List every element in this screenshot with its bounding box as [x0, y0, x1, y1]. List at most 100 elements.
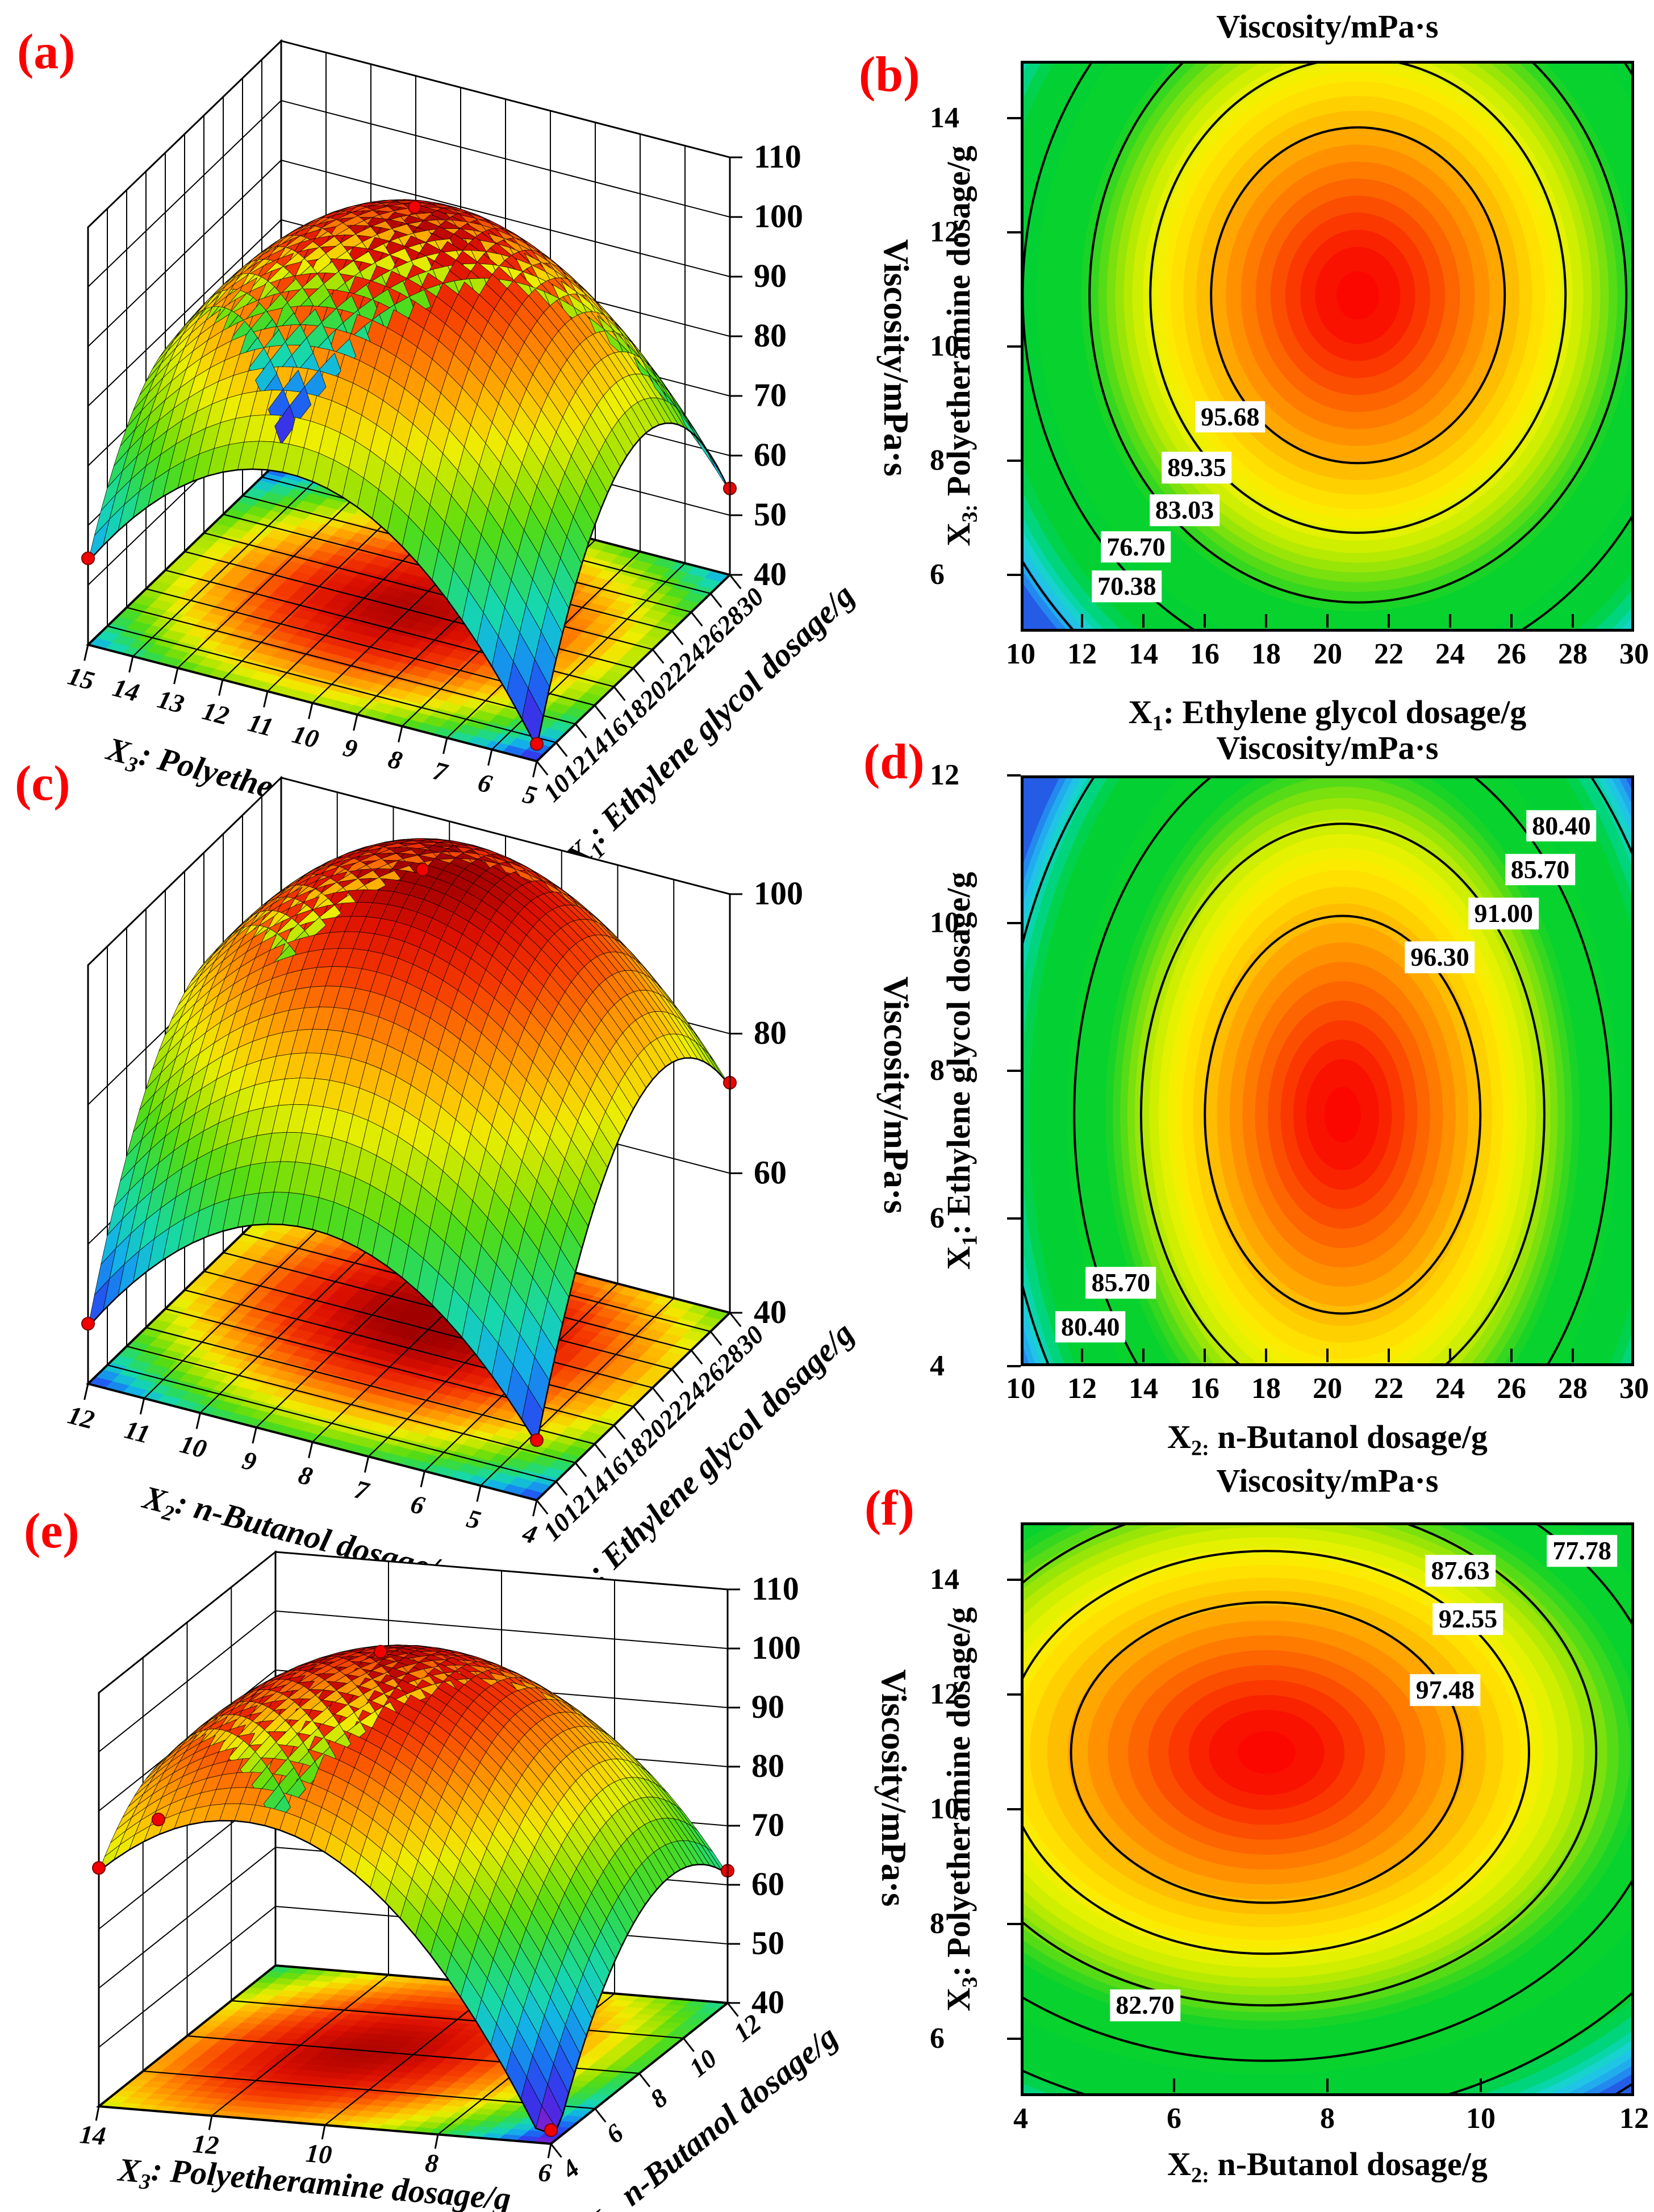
x-tick	[1510, 1349, 1513, 1362]
xlabel-var: X	[1128, 694, 1152, 731]
panel-label-d: (d)	[863, 734, 925, 790]
y-tick	[1007, 922, 1021, 924]
y-tick-label: 12	[930, 1678, 959, 1710]
xlabel-rest: : Ethylene glycol dosage/g	[1163, 694, 1527, 731]
z-axis-tick-label: 100	[754, 198, 803, 235]
left-axis-tick-label: 12	[199, 696, 232, 731]
x-tick-label: 30	[1619, 1372, 1649, 1405]
z-axis-tick-label: 70	[754, 377, 787, 414]
xlabel-rest: n-Butanol dosage/g	[1209, 2146, 1488, 2182]
x-tick	[1480, 2079, 1482, 2092]
x-tick	[1572, 614, 1574, 628]
panel-label-c: (c)	[15, 756, 70, 811]
x-tick-label: 4	[1013, 2102, 1028, 2135]
x-tick	[1326, 1349, 1329, 1362]
z-axis-tick-label: 50	[751, 1925, 784, 1961]
y-tick-label: 6	[930, 558, 945, 591]
y-tick	[1007, 573, 1021, 576]
y-tick	[1007, 1217, 1021, 1220]
left-axis-tick-label: 14	[78, 2119, 107, 2151]
surface-marker-dot	[92, 1861, 106, 1875]
x-tick	[1510, 614, 1513, 628]
x-tick-label: 8	[1320, 2102, 1335, 2135]
contour-value-label: 91.00	[1468, 898, 1539, 929]
panel-d-xlabel: X2: n-Butanol dosage/g	[1021, 1419, 1634, 1459]
contour-value-label: 96.30	[1405, 941, 1475, 974]
x-tick-label: 26	[1497, 1372, 1526, 1405]
right-axis-tick-label: 6	[600, 2118, 629, 2149]
z-axis-tick-label: 90	[751, 1688, 784, 1725]
contour-value-label: 87.63	[1425, 1555, 1496, 1587]
x-tick	[1265, 614, 1267, 628]
surface-marker-dot	[530, 1433, 544, 1447]
contour-value-label: 89.35	[1162, 452, 1232, 484]
panel-f-title: Viscosity/mPa·s	[1216, 1462, 1439, 1499]
x-tick-label: 10	[1466, 2102, 1496, 2135]
x-tick	[1081, 614, 1083, 628]
x-tick	[1388, 614, 1390, 628]
z-axis-tick-label: 110	[754, 138, 801, 175]
x-tick-label: 28	[1558, 1372, 1588, 1405]
z-axis-tick-label: 60	[754, 436, 787, 473]
panel-b-title: Viscosity/mPa·s	[1216, 8, 1439, 45]
panel-b-xlabel: X1: Ethylene glycol dosage/g	[1021, 694, 1634, 734]
x-tick-label: 14	[1129, 1372, 1158, 1405]
x-tick	[1326, 2079, 1329, 2092]
x-tick-label: 24	[1435, 638, 1465, 670]
y-tick	[1007, 2038, 1021, 2040]
y-tick-label: 10	[930, 907, 959, 939]
contour-value-label: 82.70	[1110, 1989, 1180, 2021]
y-tick-label: 6	[930, 2022, 945, 2055]
right-axis-tick-label: 10	[684, 2044, 722, 2083]
contour-plot-f: 77.78 87.63 92.55 97.48 82.70	[1021, 1522, 1634, 2096]
panel-f-xlabel: X2: n-Butanol dosage/g	[1021, 2146, 1634, 2186]
x-tick	[1173, 2079, 1175, 2092]
left-axis-tick-label: 9	[240, 1445, 260, 1476]
z-axis-label: Viscosity/mPa·s	[876, 239, 915, 477]
surface-marker-dot	[81, 1317, 95, 1331]
z-axis-tick-label: 80	[751, 1747, 784, 1784]
xlabel-sub: 2:	[1191, 1436, 1209, 1460]
contour-value-label: 80.40	[1055, 1310, 1126, 1343]
surface-plot-a: 15 14 13 12 11 10 9 8 7 6 510121416182022242628304…	[65, 39, 915, 876]
left-axis-tick-label: 8	[424, 2148, 440, 2178]
surface-marker-dot	[544, 2123, 558, 2137]
x-tick	[1204, 1349, 1206, 1362]
xlabel-sub: 1	[1152, 711, 1163, 736]
x-tick-label: 16	[1190, 1372, 1219, 1405]
right-axis-tick-label: 8	[645, 2083, 673, 2114]
x-tick	[1204, 614, 1206, 628]
ylabel-var: X	[940, 522, 977, 546]
panel-label-a: (a)	[17, 24, 76, 80]
x-tick-label: 26	[1497, 638, 1526, 670]
ylabel-var: X	[940, 1988, 977, 2011]
x-tick	[1326, 614, 1329, 628]
z-axis-label: Viscosity/mPa·s	[876, 976, 915, 1214]
x-tick	[1388, 1349, 1390, 1362]
left-axis-tick-label: 12	[65, 1400, 97, 1435]
x-tick-label: 14	[1129, 638, 1158, 670]
z-axis-tick-label: 100	[751, 1629, 801, 1666]
x-tick-label: 30	[1619, 638, 1649, 670]
y-tick-label: 12	[930, 215, 959, 248]
y-tick	[1007, 1693, 1021, 1696]
y-tick	[1007, 345, 1021, 348]
contour-value-label: 85.70	[1505, 854, 1576, 886]
left-axis-tick-label: 15	[65, 661, 97, 696]
contour-plot-b: 95.68 89.35 83.03 76.70 70.38	[1021, 61, 1634, 632]
x-tick-label: 10	[1006, 638, 1035, 670]
y-tick-label: 8	[930, 444, 945, 477]
contour-value-label: 70.38	[1092, 570, 1162, 603]
y-tick	[1007, 231, 1021, 233]
y-tick	[1007, 1579, 1021, 1581]
panel-d-title: Viscosity/mPa·s	[1216, 729, 1439, 766]
x-tick	[1142, 1349, 1145, 1362]
x-tick	[1142, 614, 1145, 628]
x-tick	[1265, 1349, 1267, 1362]
left-axis-tick-label: 13	[154, 685, 187, 719]
left-axis-tick-label: 6	[537, 2157, 553, 2188]
x-tick-label: 18	[1251, 638, 1281, 670]
ylabel-sub: 3	[958, 1976, 982, 1988]
right-axis-tick-label: 4	[556, 2153, 585, 2185]
